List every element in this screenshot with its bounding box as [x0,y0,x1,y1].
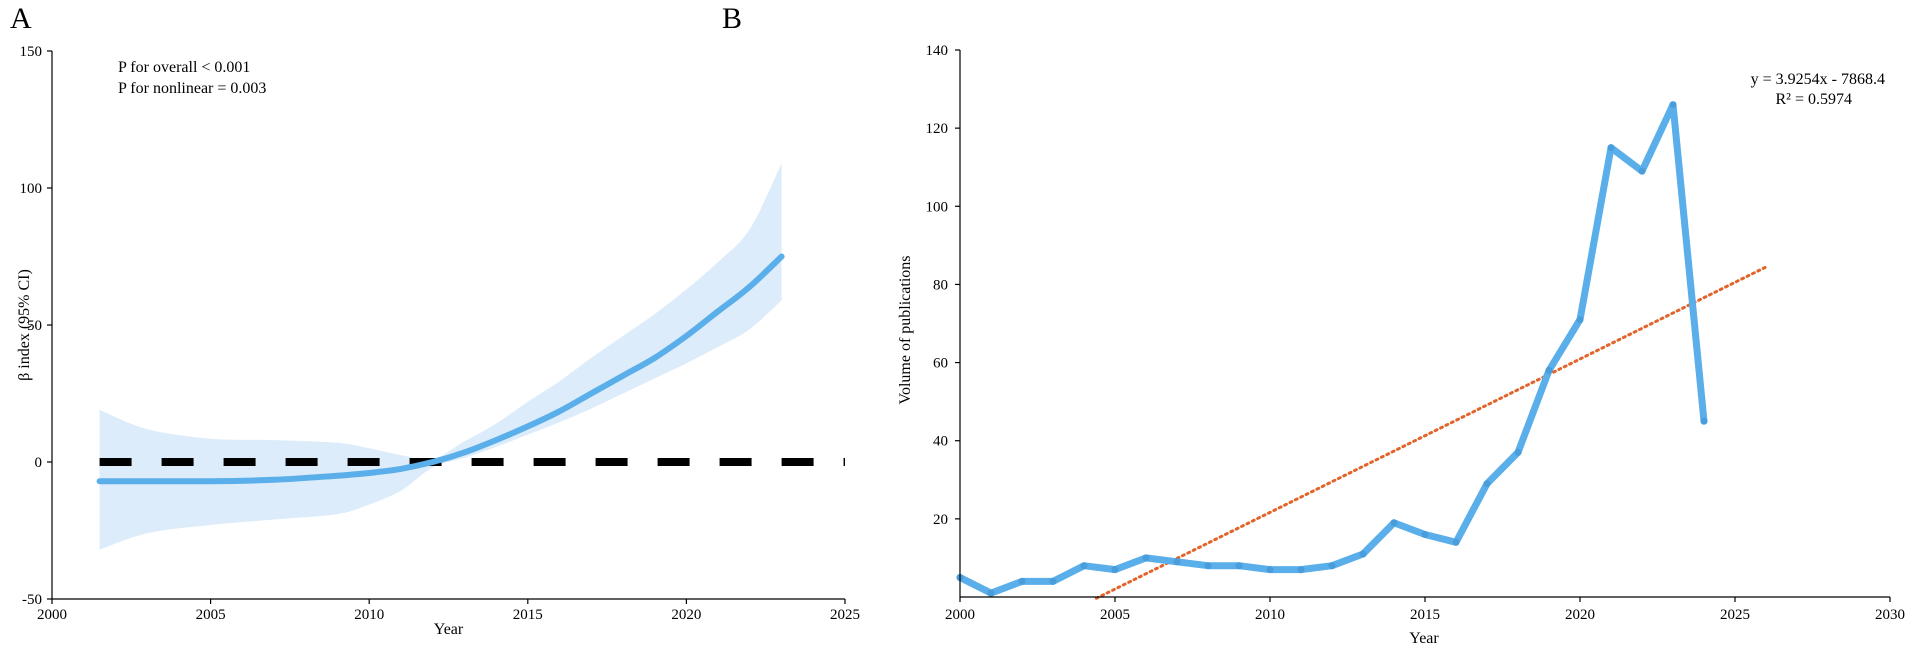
x-tick-label: 2005 [196,607,226,623]
x-tick-label: 2030 [1875,607,1905,623]
x-tick-label: 2015 [1410,607,1440,623]
x-axis-title: Year [434,621,464,638]
y-tick-label: 20 [933,512,948,528]
x-tick-label: 2010 [1255,607,1285,623]
y-tick-label: 100 [20,181,43,197]
publications-point [1049,577,1057,585]
x-tick-label: 2015 [513,607,543,623]
r-squared: R² = 0.5974 [1776,91,1853,108]
x-tick-label: 2000 [37,607,67,623]
y-axis-title: Volume of publications [897,255,914,404]
x-tick-label: 2020 [671,607,701,623]
publications-point [987,589,995,597]
chart-a-plot-area [96,163,845,550]
panel-a-letter: A [10,2,32,35]
publications-point [1235,562,1243,570]
publications-point [1297,566,1305,574]
x-axis-title: Year [1409,630,1439,647]
publications-point [1328,562,1336,570]
x-tick-label: 2005 [1100,607,1130,623]
linear-trendline [1094,265,1768,600]
y-tick-label: -50 [22,592,42,608]
x-tick-label: 2020 [1565,607,1595,623]
publications-point [1545,366,1553,374]
publications-point [1638,167,1646,175]
y-tick-label: 0 [35,455,43,471]
publications-point [1142,554,1150,562]
y-tick-label: 40 [933,434,948,450]
publications-point [1080,562,1088,570]
publications-point [1359,550,1367,558]
publications-point [1700,417,1708,425]
publications-point [1514,448,1522,456]
p-overall-annotation: P for overall < 0.001 [118,59,250,76]
y-axis-title: β index (95% CI) [16,269,33,381]
x-tick-label: 2010 [354,607,384,623]
publications-point [1266,566,1274,574]
panel-b-letter: B [722,2,743,35]
publications-point [1173,558,1181,566]
p-nonlinear-annotation: P for nonlinear = 0.003 [118,80,266,97]
publications-line [956,101,1708,597]
y-tick-label: 140 [926,43,949,59]
confidence-band [99,163,782,550]
x-tick-label: 2025 [1720,607,1750,623]
y-tick-label: 60 [933,356,948,372]
publications-point [1452,538,1460,546]
chart-a-axes [47,50,846,604]
y-tick-label: 100 [926,199,949,215]
x-tick-label: 2025 [830,607,860,623]
publications-point [1669,101,1677,109]
publications-point [1390,519,1398,527]
y-tick-label: 150 [20,44,43,60]
y-tick-label: 50 [27,318,42,334]
beta-index-curve [96,253,785,485]
publications-point [1204,562,1212,570]
publications-point [1111,566,1119,574]
y-tick-label: 80 [933,277,948,293]
chart-b-text: 20 40 60 80 100 120 140 2000 2005 2010 2015 2020 202… [897,43,1905,647]
publications-point [1421,530,1429,538]
publications-point [1483,480,1491,488]
chart-b-plot-area [956,101,1768,600]
chart-a-text: -50 0 50 100 150 2000 2005 2010 2015 2020 2025 Year… [16,44,860,638]
y-tick-label: 120 [926,121,949,137]
regression-equation: y = 3.9254x - 7868.4 [1751,71,1885,88]
publications-point [1576,316,1584,324]
publications-point [1607,144,1615,152]
publications-point [1018,577,1026,585]
chart-b-axes [955,49,1891,602]
x-tick-label: 2000 [945,607,975,623]
